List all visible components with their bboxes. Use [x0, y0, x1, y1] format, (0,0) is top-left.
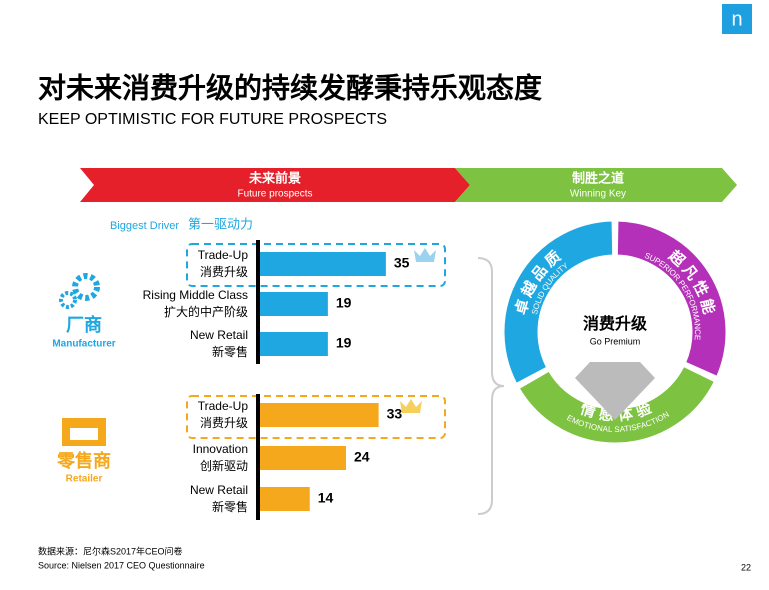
ring-segment [501, 218, 616, 387]
bar [259, 446, 346, 470]
bar [259, 292, 328, 316]
banner-left-title: 未来前景 [248, 170, 301, 185]
category-label-cn: 新零售 [212, 344, 248, 359]
category-label: New Retail [190, 483, 248, 497]
category-label: Trade-Up [198, 399, 249, 413]
value-label: 24 [354, 449, 370, 465]
source-en: Source: Nielsen 2017 CEO Questionnaire [38, 560, 205, 570]
highlight-box [186, 243, 446, 287]
store-icon [70, 428, 98, 440]
group-label-en: Manufacturer [52, 339, 115, 350]
banner-right [455, 168, 737, 202]
brace [477, 257, 505, 515]
category-label-cn: 消费升级 [200, 416, 248, 430]
banner-right-title: 制胜之道 [572, 170, 624, 185]
category-label: Innovation [193, 442, 248, 456]
bar [259, 332, 328, 356]
value-label: 19 [336, 335, 352, 351]
category-label-cn: 消费升级 [200, 265, 248, 279]
value-label: 14 [318, 490, 334, 506]
category-label-cn: 扩大的中产阶级 [164, 304, 248, 319]
page-number: 22 [741, 562, 751, 572]
diamond-icon [575, 362, 655, 420]
logo [722, 4, 752, 34]
banner-left [80, 168, 470, 202]
driver-en: Biggest Driver [110, 220, 179, 232]
title: 对未来消费升级的持续发酵秉持乐观态度 [38, 71, 542, 103]
group-label: 零售商 [56, 450, 111, 471]
value-label: 35 [394, 255, 410, 271]
highlight-box [186, 395, 446, 439]
crown-icon [414, 248, 436, 262]
group-label: 厂商 [66, 314, 102, 335]
value-label: 19 [336, 295, 352, 311]
source-cn: 数据来源：尼尔森S2017年CEO问卷 [38, 545, 183, 556]
ring-segment [614, 218, 729, 380]
ring-center-en: Go Premium [590, 336, 641, 346]
gear-icon [59, 291, 77, 309]
ring-segment [515, 363, 718, 446]
driver-cn: 第一驱动力 [188, 216, 253, 231]
crown-icon [400, 399, 422, 413]
subtitle: KEEP OPTIMISTIC FOR FUTURE PROSPECTS [38, 111, 387, 128]
category-label: Rising Middle Class [143, 288, 248, 302]
category-label-cn: 新零售 [212, 499, 248, 514]
bar [259, 487, 310, 511]
value-label: 33 [387, 406, 403, 422]
ring-center: 消费升级 [583, 314, 648, 333]
group-label-en: Retailer [66, 474, 103, 485]
category-label: New Retail [190, 328, 248, 342]
banner-left-subtitle: Future prospects [237, 189, 312, 200]
category-label: Trade-Up [198, 248, 249, 262]
bar [259, 252, 386, 276]
category-label-cn: 创新驱动 [200, 458, 248, 473]
banner-right-subtitle: Winning Key [570, 189, 626, 200]
logo-glyph: n [731, 8, 742, 30]
gear-icon [72, 273, 100, 301]
bar [259, 403, 379, 427]
